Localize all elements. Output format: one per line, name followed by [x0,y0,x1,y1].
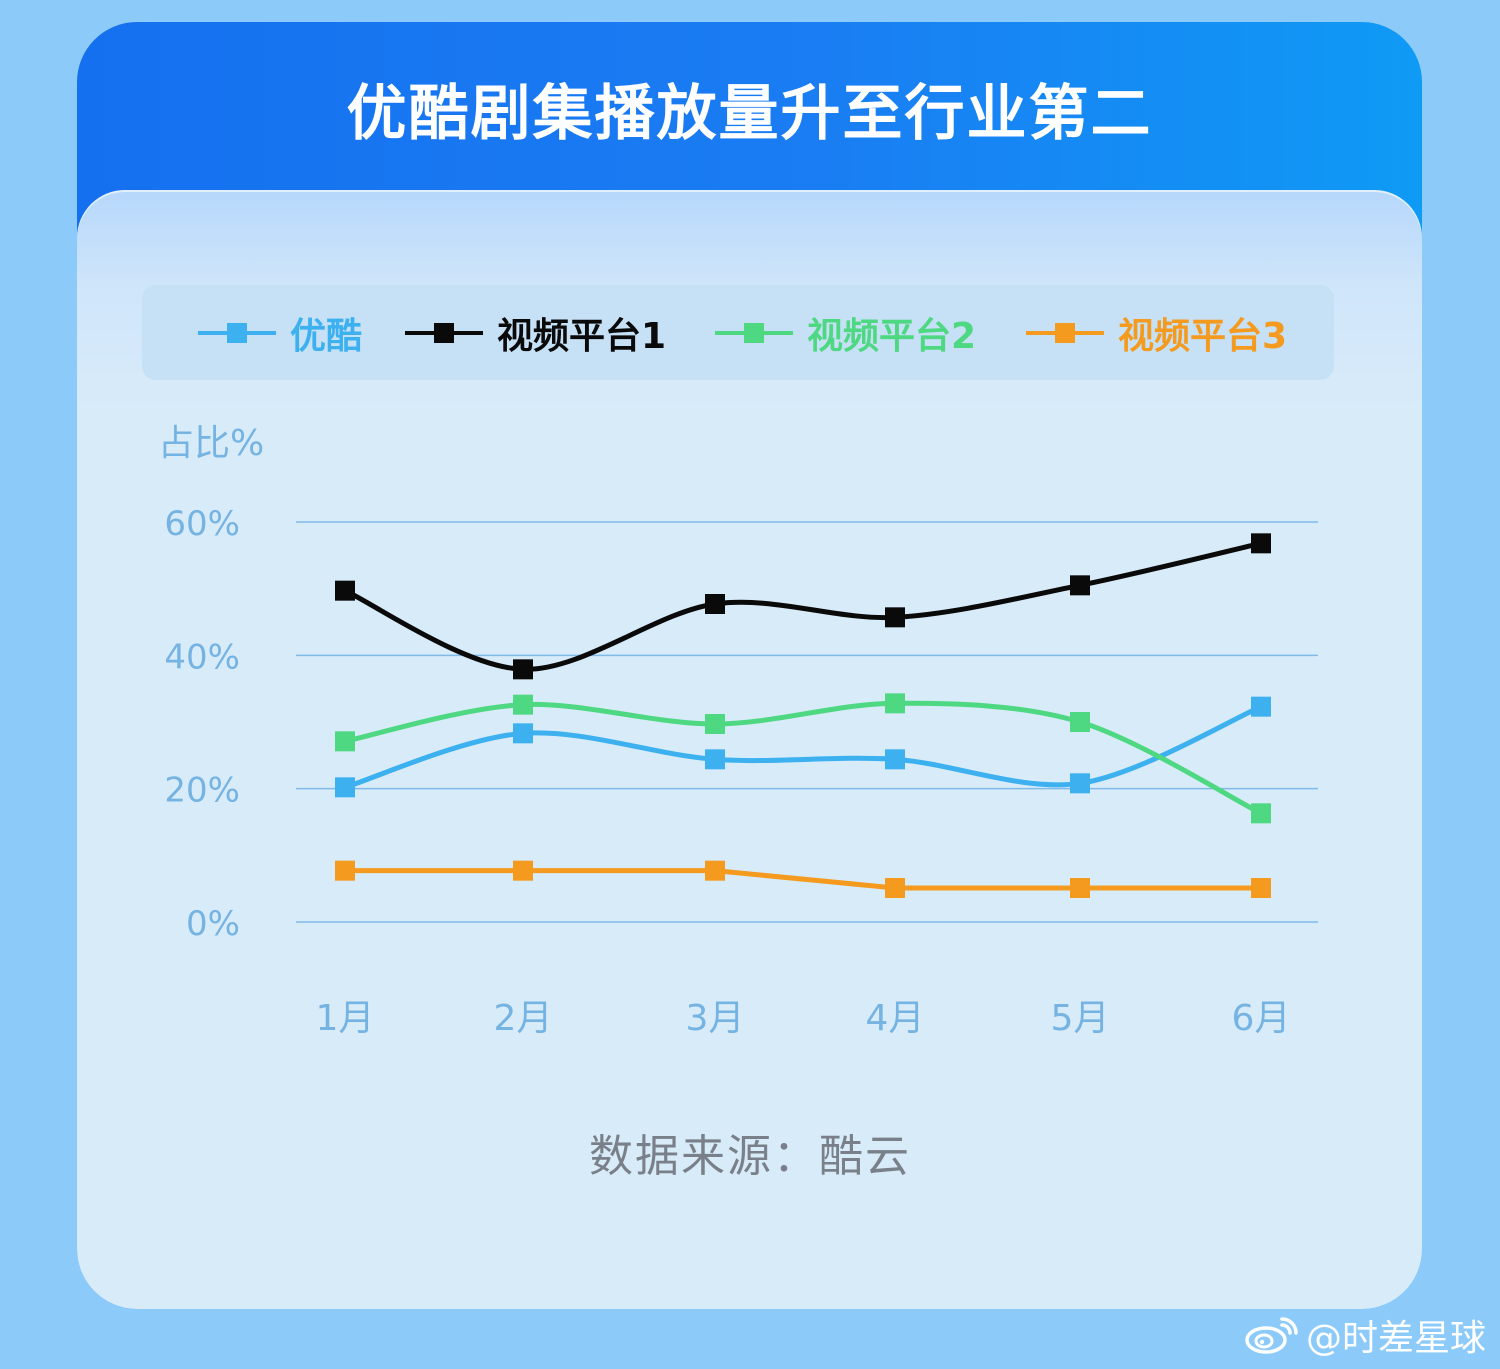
y-tick-label: 40% [164,637,240,677]
data-point-platform-2-6 [1251,803,1271,824]
data-source-note: 数据来源：酷云 [589,1131,911,1182]
legend-square-platform-3 [1055,322,1075,343]
data-point-youku-1 [335,777,355,798]
data-point-youku-2 [513,723,533,744]
chart-title: 优酷剧集播放量升至行业第二 [346,79,1153,149]
legend-item-youku: 优酷 [198,285,362,380]
weibo-logo-icon [1245,1317,1298,1354]
data-point-platform-1-4 [885,607,905,628]
x-tick-label: 5月 [1051,998,1110,1039]
legend-square-youku [227,322,247,343]
series-line-platform-1 [342,540,1264,672]
data-point-platform-1-5 [1070,575,1090,596]
x-tick-label: 6月 [1232,998,1291,1039]
data-point-platform-1-1 [335,580,355,601]
legend-label-youku: 优酷 [290,315,363,357]
legend-marker-youku [198,322,276,343]
data-point-platform-3-3 [705,860,725,881]
data-point-platform-2-4 [885,693,905,714]
y-tick-label: 60% [164,504,240,544]
legend: 优酷 视频平台1 视频平台2 [142,285,1334,380]
series-line-youku [342,704,1264,790]
chart-card: 优酷剧集播放量升至行业第二 优酷 视频平台1 [77,22,1422,1309]
chart-panel: 优酷 视频平台1 视频平台2 [77,190,1422,1309]
watermark-label: @时差星球 [1305,1318,1486,1359]
data-point-platform-3-1 [335,860,355,881]
watermark: @时差星球 [1244,1310,1486,1360]
x-tick-label: 2月 [494,998,553,1039]
x-tick-label: 1月 [316,998,375,1039]
data-point-youku-6 [1251,696,1271,717]
data-point-platform-1-2 [513,659,533,680]
x-tick-label: 4月 [866,998,925,1039]
legend-square-platform-1 [434,322,454,343]
data-point-platform-3-4 [885,878,905,898]
y-tick-label: 0% [186,904,240,944]
legend-label-platform-3: 视频平台3 [1118,315,1288,357]
data-point-platform-2-2 [513,694,533,715]
data-point-platform-2-5 [1070,712,1090,732]
legend-label-platform-1: 视频平台1 [497,315,667,357]
data-point-youku-5 [1070,773,1090,794]
legend-item-platform-2: 视频平台2 [715,285,976,380]
data-point-platform-3-6 [1251,878,1271,898]
data-point-youku-3 [705,749,725,770]
data-point-youku-4 [885,749,905,770]
legend-item-platform-3: 视频平台3 [1026,285,1287,380]
legend-marker-platform-3 [1026,322,1104,343]
legend-item-platform-1: 视频平台1 [405,285,666,380]
data-point-platform-3-5 [1070,878,1090,898]
legend-label-platform-2: 视频平台2 [807,315,977,357]
data-point-platform-1-6 [1251,533,1271,554]
x-tick-label: 3月 [686,998,745,1039]
data-point-platform-1-3 [705,594,725,614]
data-point-platform-2-1 [335,731,355,752]
legend-marker-platform-2 [715,322,793,343]
legend-square-platform-2 [744,322,764,343]
data-point-platform-2-3 [705,714,725,734]
data-point-platform-3-2 [513,860,533,881]
series-line-platform-3 [342,868,1264,891]
series-line-platform-2 [342,700,1264,816]
y-axis-title: 占比% [158,423,264,464]
legend-marker-platform-1 [405,322,483,343]
y-tick-label: 20% [164,771,240,811]
